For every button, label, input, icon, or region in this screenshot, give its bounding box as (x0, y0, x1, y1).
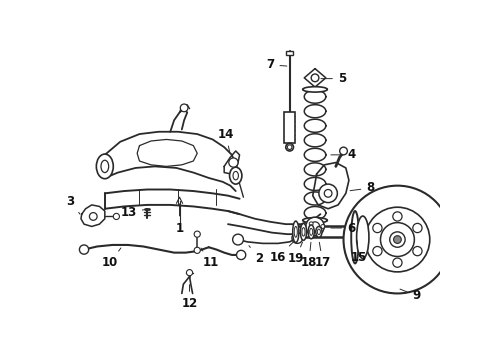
Circle shape (309, 227, 313, 231)
Circle shape (381, 222, 415, 256)
Circle shape (194, 247, 200, 253)
Circle shape (229, 158, 238, 167)
Circle shape (79, 245, 89, 254)
Ellipse shape (286, 143, 294, 151)
Text: 17: 17 (315, 242, 331, 269)
Text: 14: 14 (218, 127, 234, 152)
Circle shape (186, 270, 193, 276)
Circle shape (89, 213, 97, 220)
Circle shape (373, 247, 382, 256)
Text: 4: 4 (331, 148, 355, 161)
Circle shape (393, 258, 402, 267)
Circle shape (393, 212, 402, 221)
Text: 1: 1 (175, 204, 184, 234)
Circle shape (180, 104, 188, 112)
Circle shape (287, 145, 292, 149)
Ellipse shape (101, 160, 109, 172)
Text: 7: 7 (266, 58, 287, 71)
Ellipse shape (310, 228, 313, 235)
Text: 16: 16 (270, 242, 294, 264)
Ellipse shape (357, 216, 369, 258)
Text: 3: 3 (66, 194, 80, 214)
Text: 19: 19 (288, 242, 304, 265)
Ellipse shape (318, 229, 320, 235)
Ellipse shape (303, 217, 327, 223)
Circle shape (324, 189, 332, 197)
Circle shape (311, 222, 319, 231)
Text: 12: 12 (181, 285, 197, 310)
Ellipse shape (229, 167, 242, 184)
Ellipse shape (351, 211, 359, 264)
Circle shape (321, 225, 325, 228)
Text: 18: 18 (301, 242, 317, 269)
Text: 9: 9 (400, 289, 421, 302)
Circle shape (309, 222, 313, 226)
Circle shape (113, 213, 120, 220)
Circle shape (365, 207, 430, 272)
Text: 10: 10 (102, 248, 121, 269)
Ellipse shape (293, 221, 299, 243)
Circle shape (340, 147, 347, 155)
Text: 2: 2 (249, 246, 263, 265)
Text: 5: 5 (321, 72, 346, 85)
Ellipse shape (233, 171, 239, 180)
Circle shape (413, 247, 422, 256)
Text: 15: 15 (351, 240, 367, 264)
Circle shape (390, 232, 405, 247)
FancyBboxPatch shape (286, 51, 294, 55)
FancyBboxPatch shape (284, 112, 295, 143)
Ellipse shape (294, 226, 297, 237)
Circle shape (319, 184, 337, 203)
Ellipse shape (303, 87, 327, 92)
Circle shape (393, 236, 401, 243)
Circle shape (343, 186, 451, 293)
Circle shape (292, 233, 303, 243)
Circle shape (373, 223, 382, 233)
Text: 11: 11 (201, 248, 219, 269)
Text: 13: 13 (121, 206, 147, 219)
Text: 6: 6 (331, 221, 355, 234)
Ellipse shape (316, 226, 322, 237)
Circle shape (233, 234, 244, 245)
Circle shape (194, 231, 200, 237)
Circle shape (306, 217, 324, 236)
Text: 8: 8 (350, 181, 374, 194)
Ellipse shape (300, 223, 307, 240)
Circle shape (311, 74, 319, 82)
Ellipse shape (302, 228, 305, 236)
Ellipse shape (97, 154, 113, 179)
Circle shape (413, 223, 422, 233)
Ellipse shape (308, 225, 314, 239)
Circle shape (237, 250, 246, 260)
